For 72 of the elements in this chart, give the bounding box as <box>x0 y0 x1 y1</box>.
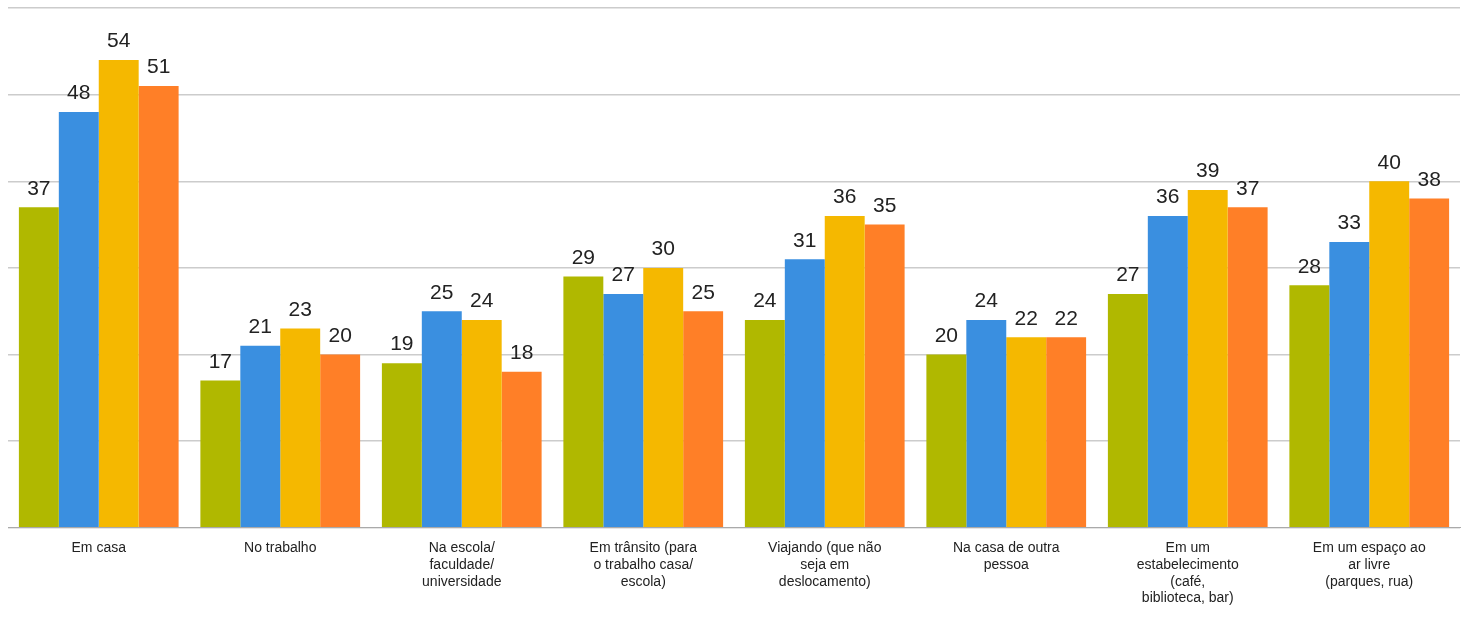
data-label: 20 <box>328 322 352 346</box>
bar <box>1147 215 1188 528</box>
data-label: 31 <box>793 227 817 251</box>
bar <box>683 311 724 528</box>
bar <box>200 380 241 528</box>
x-tick-label: Em casa <box>71 539 127 556</box>
bar <box>864 224 905 528</box>
bar <box>501 371 542 528</box>
bar <box>1289 285 1330 528</box>
data-label: 25 <box>691 279 715 303</box>
data-label: 37 <box>1235 175 1260 199</box>
bar <box>784 259 825 528</box>
data-label: 25 <box>430 279 454 303</box>
data-label: 27 <box>611 262 635 286</box>
bar <box>280 328 321 528</box>
data-label: 23 <box>288 296 312 320</box>
bar <box>98 59 139 528</box>
data-label: 20 <box>934 322 959 346</box>
data-label: 33 <box>1337 210 1361 234</box>
data-label: 36 <box>833 184 857 208</box>
bar <box>18 207 59 528</box>
data-label: 24 <box>753 288 777 312</box>
bar <box>381 363 422 528</box>
data-label: 27 <box>1116 262 1140 286</box>
bar <box>58 111 99 528</box>
data-label: 48 <box>67 80 91 104</box>
bar <box>1006 337 1047 528</box>
bar <box>926 354 967 528</box>
bar <box>240 345 281 528</box>
data-label: 38 <box>1417 166 1441 190</box>
data-label: 22 <box>1054 305 1078 329</box>
x-tick-label: Em trânsito (para o trabalho casa/ escola) <box>589 539 698 589</box>
bar <box>824 215 865 528</box>
data-label: 17 <box>208 348 233 372</box>
data-label: 36 <box>1156 184 1180 208</box>
bar <box>461 319 502 528</box>
x-tick-label: Em um espaço ao ar livre (parques, rua) <box>1312 539 1426 589</box>
data-label: 24 <box>470 288 494 312</box>
data-label: 19 <box>390 331 414 355</box>
x-tick-label: Em um estabelecimento (café, biblioteca, bar) <box>1136 539 1239 606</box>
bar <box>603 293 644 528</box>
bar <box>744 319 785 528</box>
data-label: 21 <box>248 314 272 338</box>
data-label: 24 <box>974 288 999 312</box>
x-tick-label: Na casa de outra pessoa <box>952 539 1060 572</box>
data-label: 30 <box>651 236 675 260</box>
bar <box>421 311 462 528</box>
data-label: 29 <box>571 244 596 268</box>
bar <box>1329 241 1370 528</box>
data-label: 18 <box>509 340 534 364</box>
bar <box>1187 189 1228 528</box>
bar <box>643 267 684 528</box>
data-label: 54 <box>107 28 131 52</box>
x-tick-label: Na escola/ faculdade/ universidade <box>422 539 502 589</box>
data-label: 40 <box>1377 149 1401 173</box>
bar <box>1227 207 1268 528</box>
bar <box>1107 293 1148 528</box>
bar <box>1369 181 1410 528</box>
x-tick-label: No trabalho <box>244 539 317 556</box>
data-label: 22 <box>1014 305 1038 329</box>
data-label: 28 <box>1297 253 1322 277</box>
bar <box>563 276 604 528</box>
data-label: 39 <box>1196 158 1220 182</box>
data-label: 51 <box>146 54 171 78</box>
bar <box>1409 198 1450 528</box>
bar <box>1046 337 1087 528</box>
bar <box>966 319 1007 528</box>
data-label: 37 <box>27 175 51 199</box>
data-label: 35 <box>872 192 897 216</box>
bar <box>138 85 179 528</box>
bar <box>320 354 361 528</box>
x-tick-label: Viajando (que não seja em deslocamento) <box>768 539 882 589</box>
